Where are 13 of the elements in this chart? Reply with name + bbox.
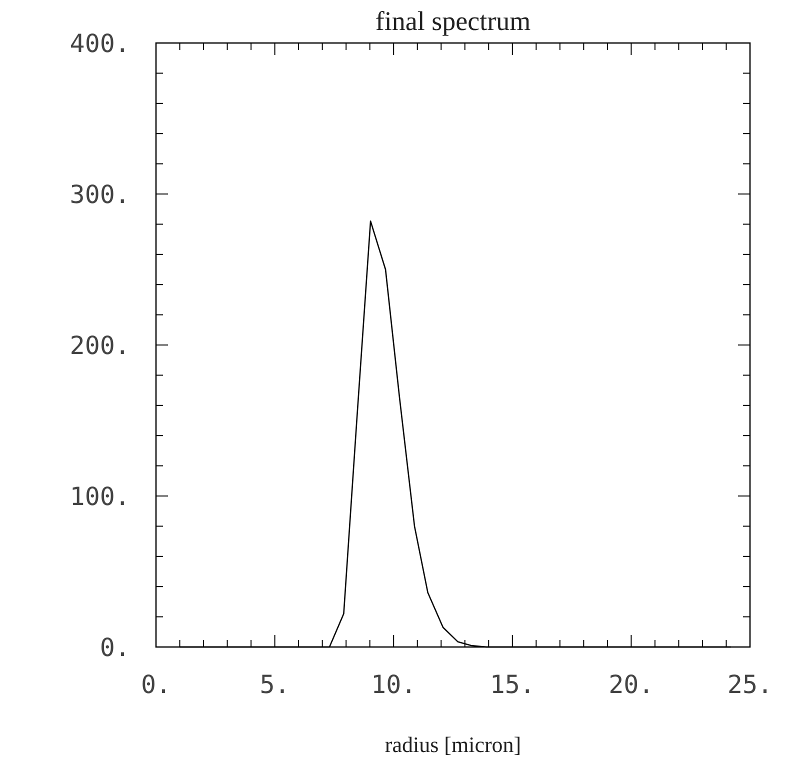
chart-title: final spectrum: [375, 6, 531, 36]
x-tick-label: 0.: [140, 670, 172, 699]
y-tick-label: 400.: [70, 29, 130, 58]
y-tick-label: 100.: [70, 482, 130, 511]
x-tick-label: 5.: [260, 670, 290, 699]
x-tick-label: 10.: [371, 670, 416, 699]
x-tick-label: 25.: [727, 670, 773, 699]
y-tick-label: 300.: [70, 180, 130, 209]
y-tick-label: 0.: [100, 633, 130, 662]
y-tick-label: 200.: [70, 331, 130, 360]
x-tick-label: 15.: [490, 670, 535, 699]
x-axis-title: radius [micron]: [384, 732, 522, 757]
x-tick-label: 20.: [608, 670, 654, 699]
